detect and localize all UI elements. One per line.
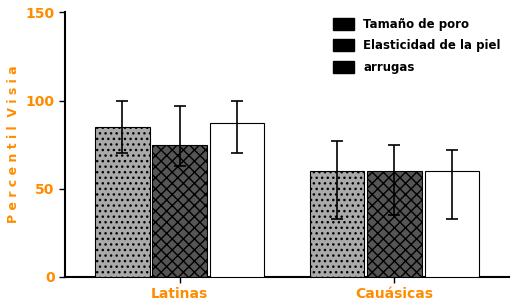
Bar (95, 127, 150, 277)
Legend: Tamaño de poro, Elasticidad de la piel, arrugas: Tamaño de poro, Elasticidad de la piel, … (330, 16, 503, 76)
Bar (367, 171, 422, 277)
Bar (425, 171, 479, 277)
Bar (152, 144, 207, 277)
Bar (209, 124, 264, 277)
Bar (310, 171, 364, 277)
Y-axis label: P e r c e n t i l  V i s i a: P e r c e n t i l V i s i a (7, 66, 20, 223)
